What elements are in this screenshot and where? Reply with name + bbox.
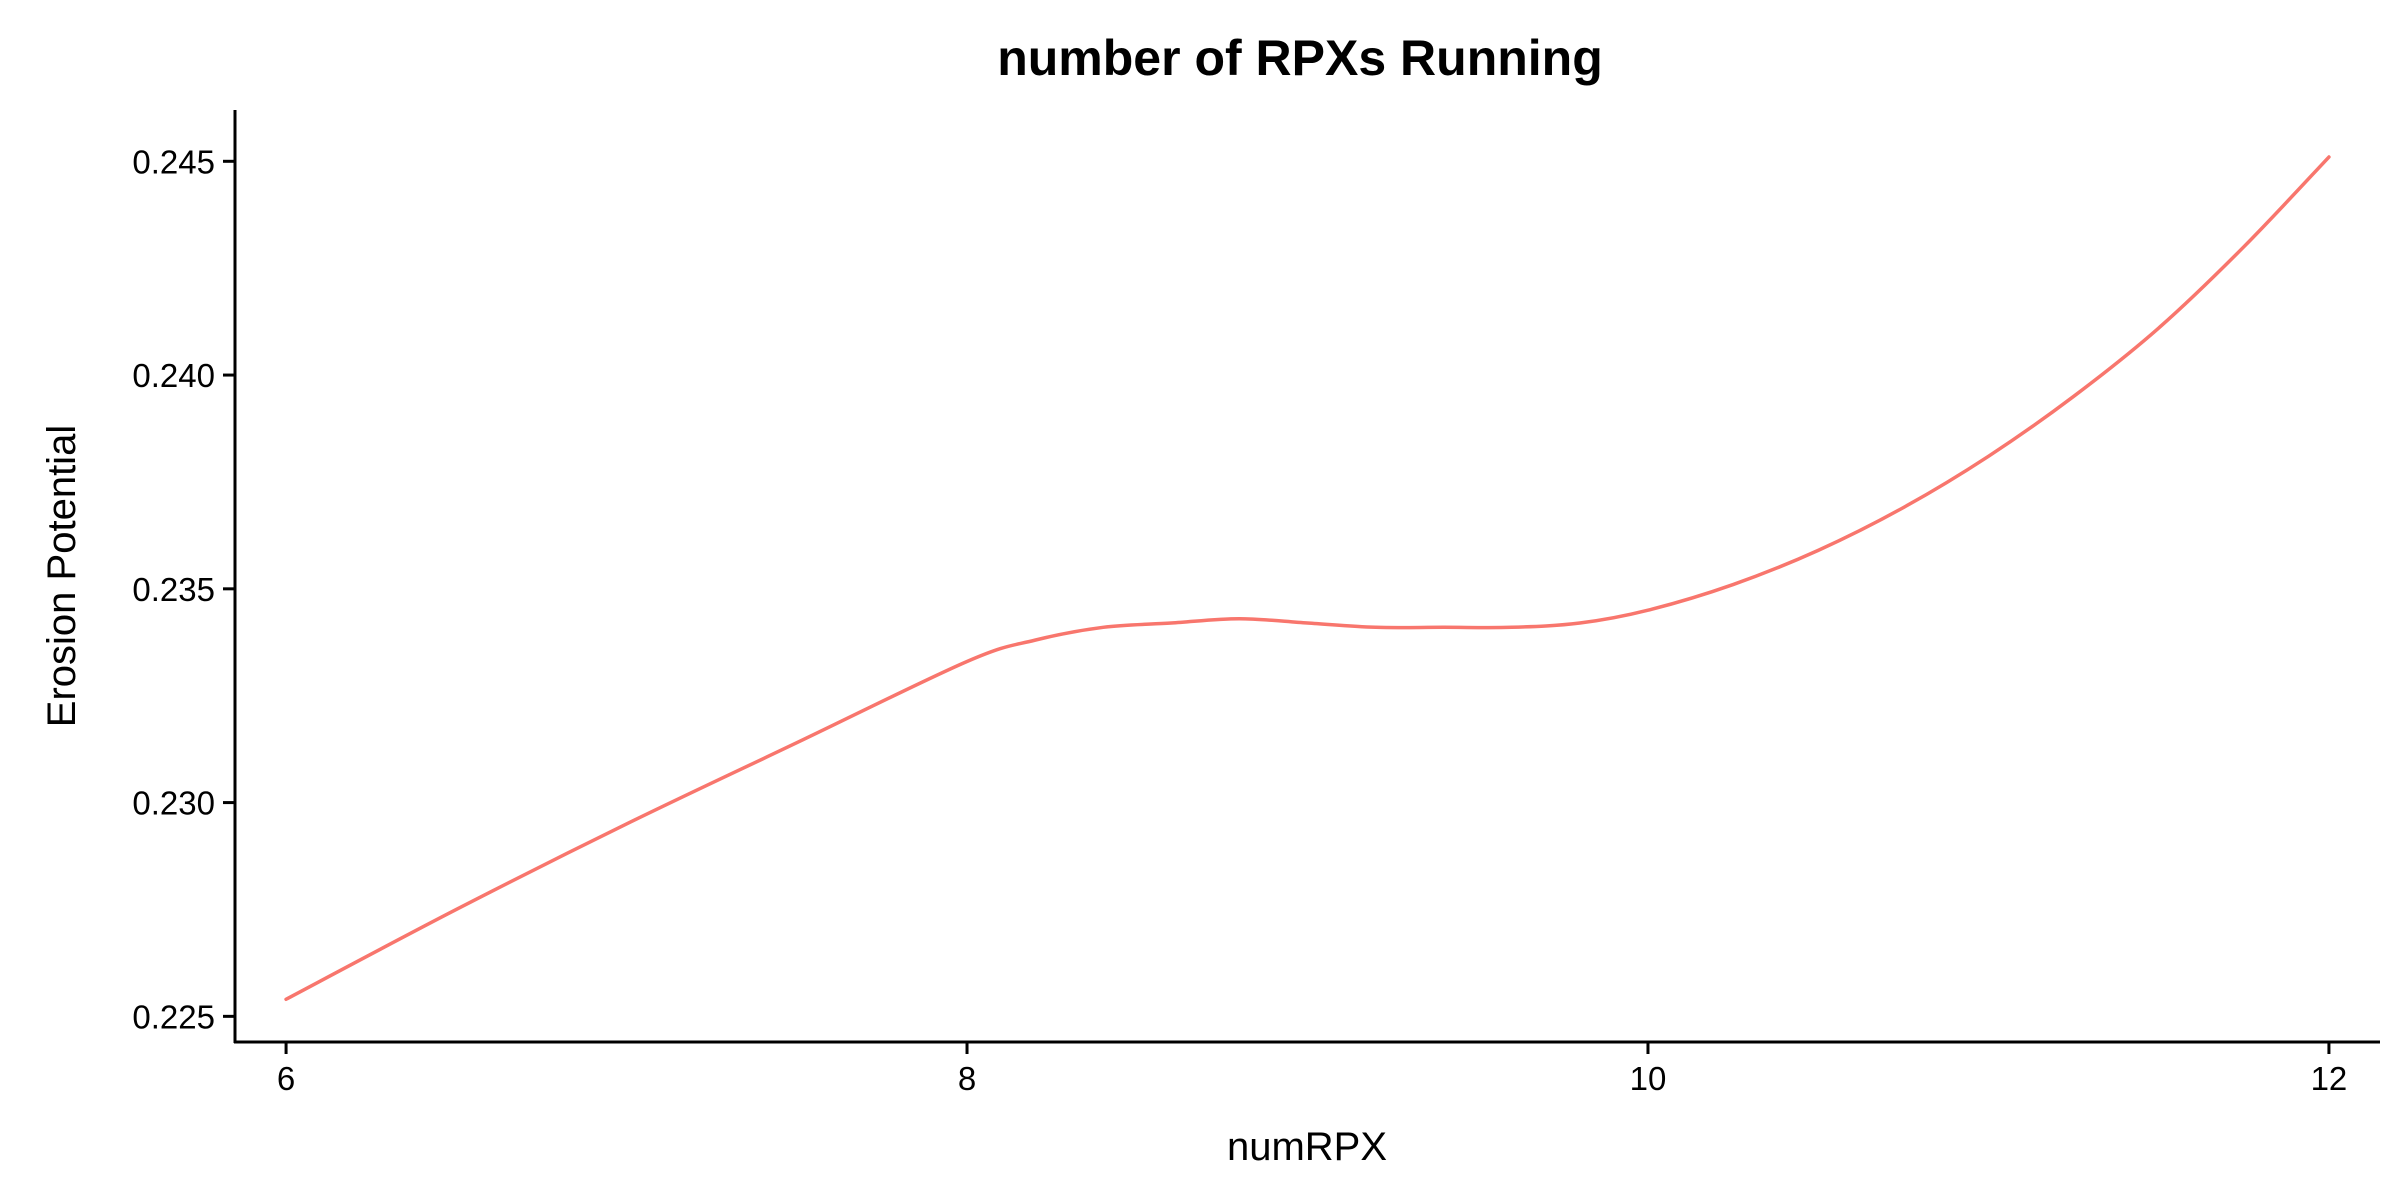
y-tick-label: 0.225 [132, 998, 215, 1035]
y-axis-label: Erosion Potential [40, 425, 84, 727]
series-line-0 [284, 155, 2331, 1001]
chart-title: number of RPXs Running [997, 30, 1603, 86]
y-tick-label: 0.230 [132, 785, 215, 822]
plot-area [284, 155, 2331, 1001]
x-tick-label: 10 [1630, 1060, 1667, 1097]
x-axis-ticks: 6 8 10 12 [277, 1042, 2347, 1097]
x-tick-label: 12 [2311, 1060, 2348, 1097]
x-tick-label: 8 [958, 1060, 976, 1097]
x-axis-label: numRPX [1227, 1125, 1387, 1169]
y-axis-ticks: 0.225 0.230 0.235 0.240 0.245 [132, 143, 235, 1035]
x-tick-label: 6 [277, 1060, 295, 1097]
y-tick-label: 0.235 [132, 571, 215, 608]
y-tick-label: 0.245 [132, 143, 215, 180]
y-tick-label: 0.240 [132, 357, 215, 394]
